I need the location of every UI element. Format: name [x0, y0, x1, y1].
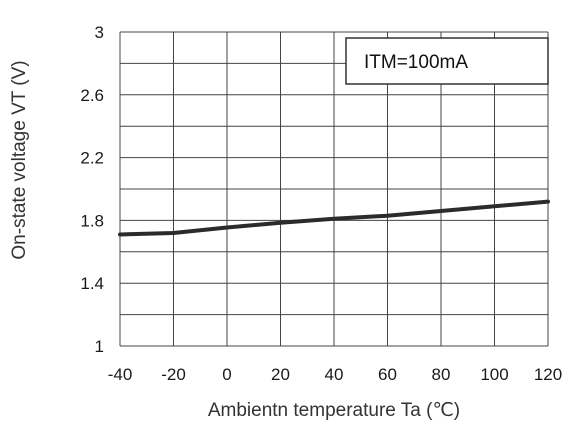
x-axis-title: Ambientn temperature Ta (℃)	[208, 400, 460, 421]
x-tick-label: 80	[432, 365, 451, 384]
y-tick-label: 1	[95, 337, 104, 356]
series-layer	[118, 199, 550, 237]
x-tick-label: 60	[378, 365, 397, 384]
y-tick-labels: 1 1.4 1.8 2.2 2.6 3	[80, 23, 104, 356]
y-tick-label: 2.2	[80, 149, 104, 168]
x-tick-label: -40	[108, 365, 133, 384]
x-tick-label: -20	[161, 365, 186, 384]
y-tick-label: 1.8	[80, 211, 104, 230]
annotation-label: ITM=100mA	[364, 52, 468, 73]
y-tick-label: 3	[95, 23, 104, 42]
x-tick-label: 100	[480, 365, 508, 384]
annotation-box: ITM=100mA	[345, 37, 549, 85]
y-tick-label: 1.4	[80, 274, 104, 293]
x-tick-label: 0	[222, 365, 231, 384]
x-tick-label: 120	[534, 365, 562, 384]
x-tick-labels: -40 -20 0 20 40 60 80 100 120	[108, 365, 562, 384]
y-axis-title: On-state voltage VT (V)	[9, 60, 30, 259]
y-tick-label: 2.6	[80, 86, 104, 105]
series-line	[118, 199, 550, 237]
x-tick-label: 20	[271, 365, 290, 384]
x-tick-label: 40	[325, 365, 344, 384]
